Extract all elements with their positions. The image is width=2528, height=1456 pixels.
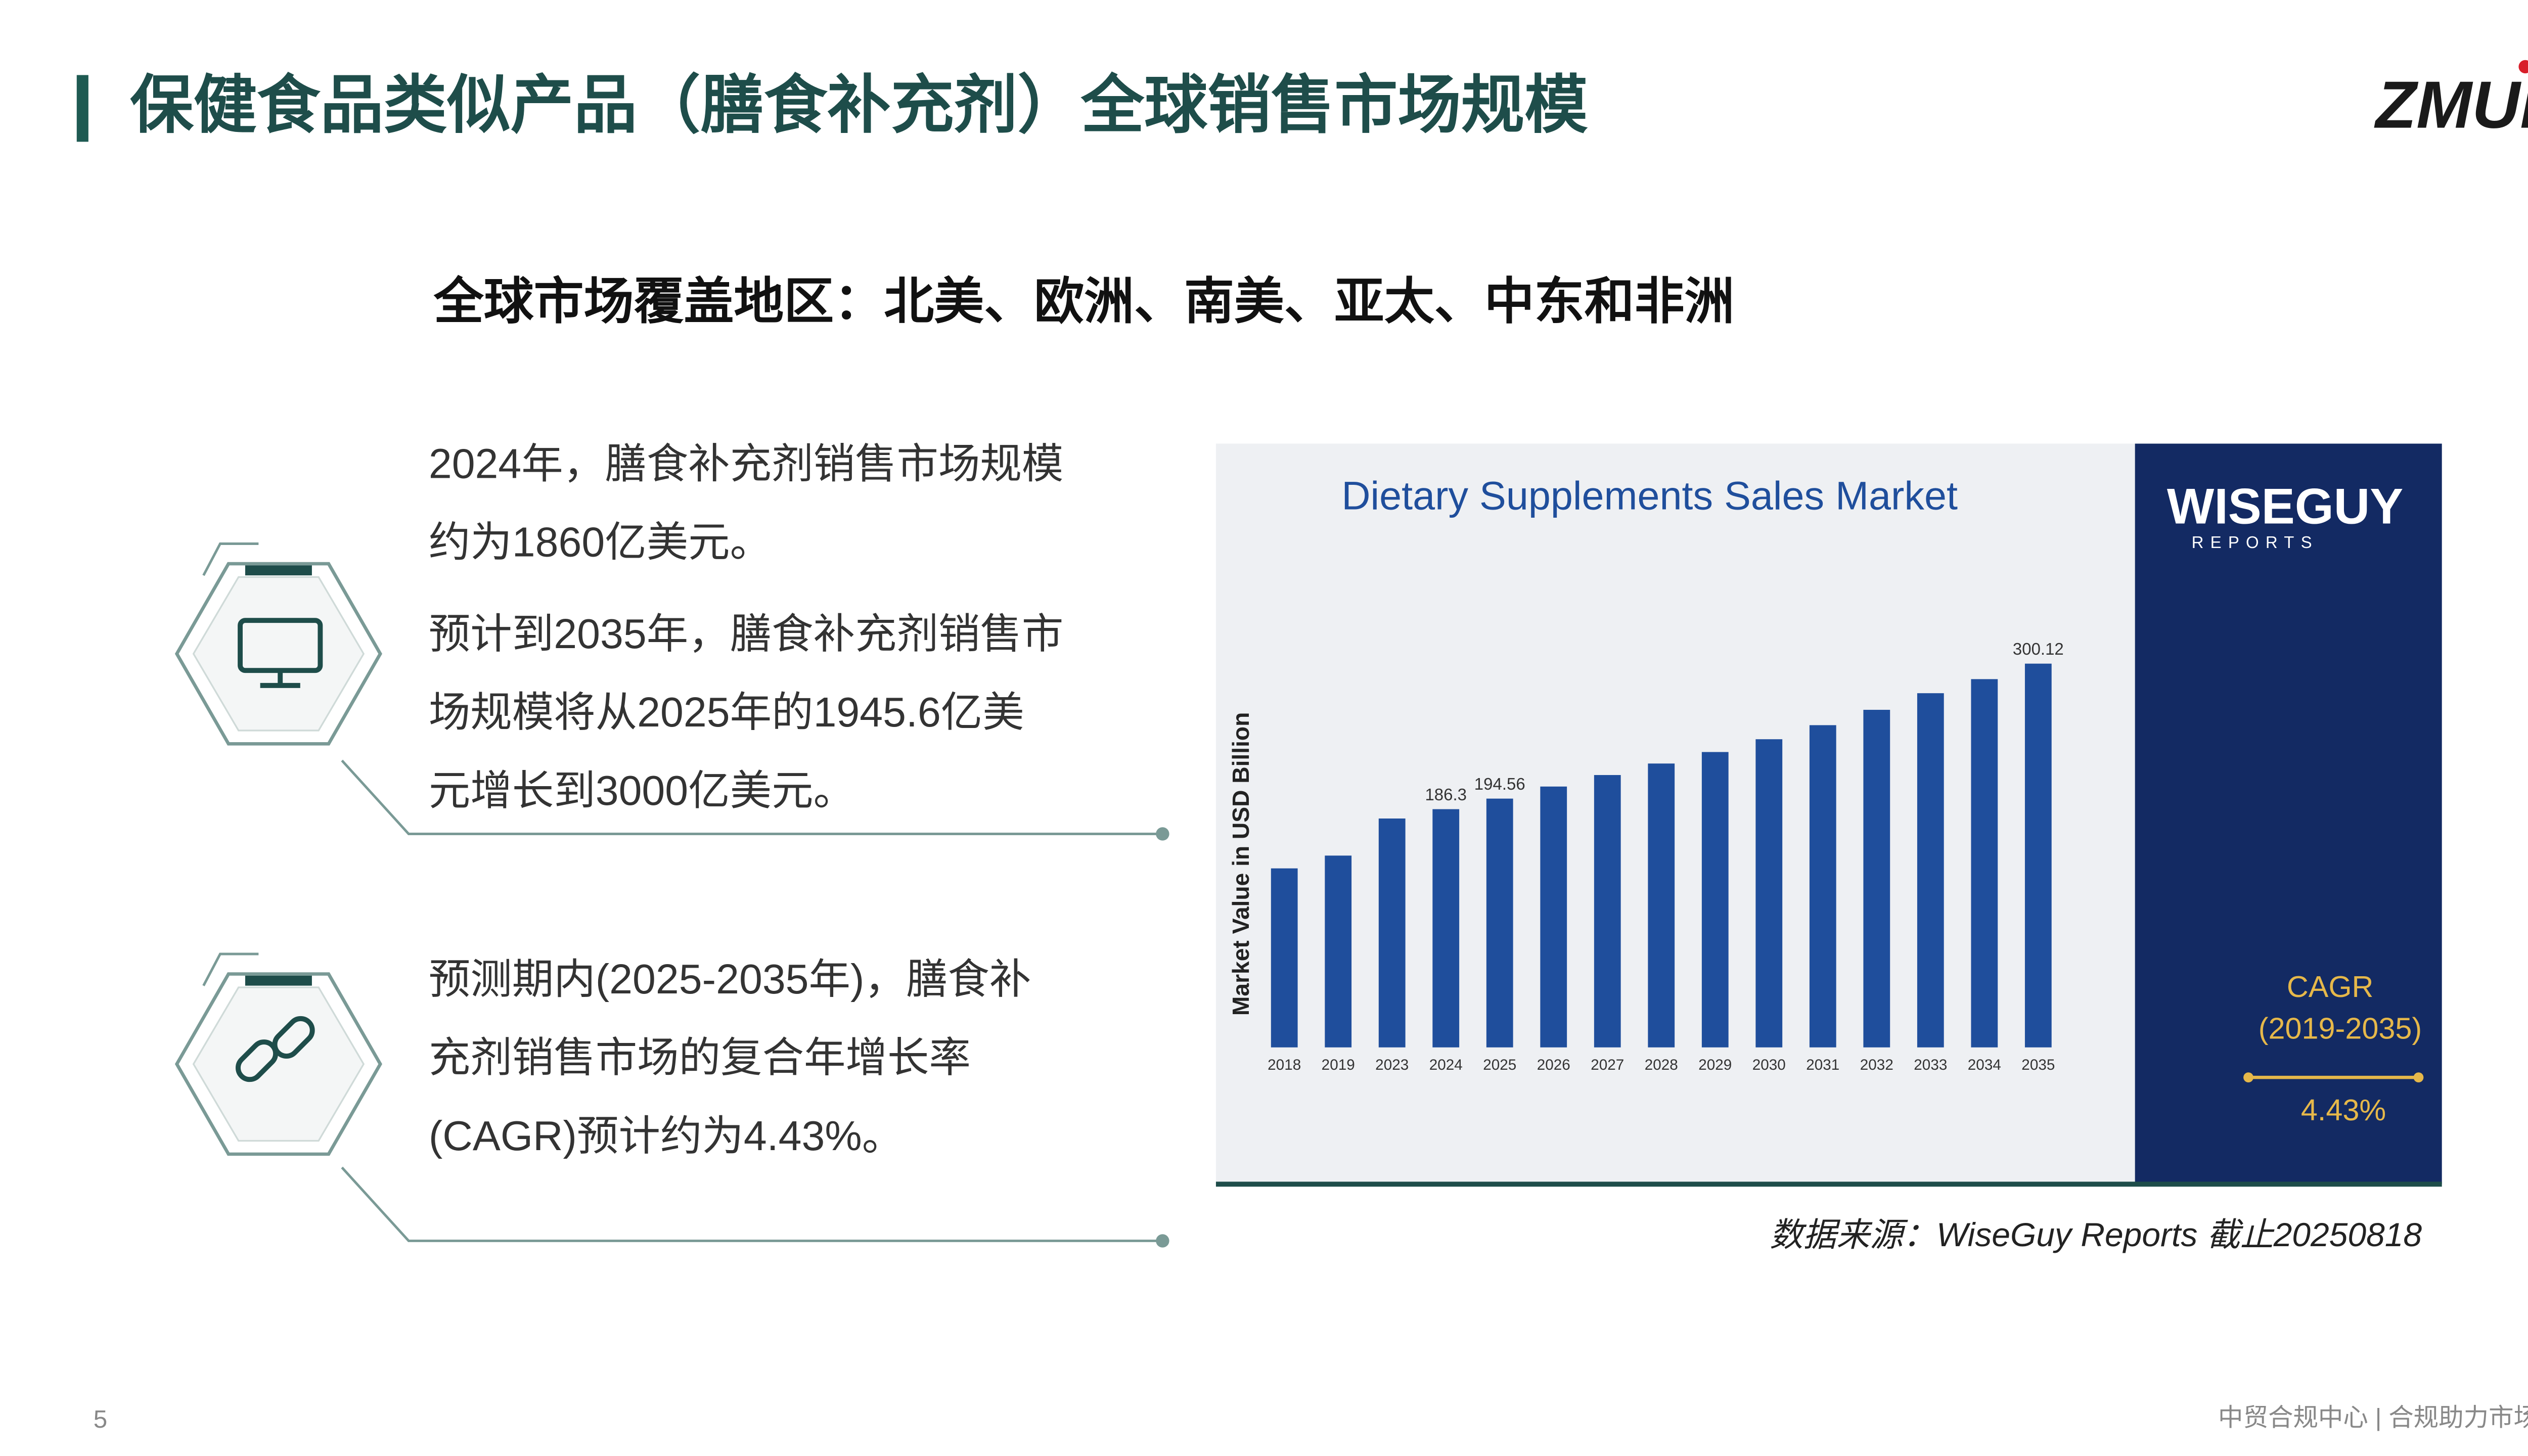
- x-tick-label: 2034: [1968, 1057, 2001, 1073]
- point-line: 场规模将从2025年的1945.6亿美: [429, 689, 1024, 736]
- title-bar: [76, 75, 88, 142]
- cagr-value: 4.43%: [2301, 1093, 2386, 1127]
- point-line: 预计到2035年，膳食补充剂销售市: [429, 611, 1064, 657]
- x-tick-label: 2035: [2021, 1057, 2055, 1073]
- bar: [1540, 786, 1567, 1048]
- value-label: 300.12: [2013, 640, 2064, 658]
- x-tick-label: 2033: [1914, 1057, 1947, 1073]
- x-tick-label: 2023: [1375, 1057, 1409, 1073]
- connector-dot: [1156, 1234, 1169, 1248]
- footer-text: 中贸合规中心 | 合规助力市场: [2218, 1404, 2528, 1432]
- x-tick-label: 2019: [1322, 1057, 1355, 1073]
- brand: WISEGUY: [2167, 478, 2403, 534]
- point-line: 元增长到3000亿美元。: [429, 767, 855, 814]
- x-tick-label: 2024: [1429, 1057, 1463, 1073]
- cagr-label: CAGR: [2287, 970, 2374, 1004]
- x-tick-label: 2027: [1591, 1057, 1624, 1073]
- icon-monitor: [174, 542, 382, 746]
- bar: [1432, 809, 1460, 1048]
- points: 2024年，膳食补充剂销售市场规模约为1860亿美元。预计到2035年，膳食补充…: [429, 440, 1064, 1159]
- logo-dot: [2518, 60, 2528, 74]
- y-axis-label: Market Value in USD Billion: [1228, 712, 1254, 1016]
- bar: [1594, 775, 1621, 1048]
- bar: [1809, 725, 1836, 1048]
- chart-title: Dietary Supplements Sales Market: [1341, 473, 1958, 518]
- connector-line: [341, 759, 1163, 835]
- bar: [1648, 763, 1675, 1048]
- bar: [1971, 679, 1998, 1048]
- value-label: 194.56: [1474, 775, 1525, 793]
- bar: [1917, 693, 1944, 1048]
- x-tick-label: 2026: [1537, 1057, 1570, 1073]
- x-tick-label: 2018: [1268, 1057, 1301, 1073]
- x-tick-label: 2031: [1806, 1057, 1839, 1073]
- connector-dot: [1156, 827, 1169, 841]
- x-tick-label: 2028: [1645, 1057, 1678, 1073]
- cagr-dot: [2243, 1072, 2253, 1083]
- value-label: 186.3: [1425, 785, 1467, 804]
- bar: [1863, 710, 1890, 1048]
- point-line: 充剂销售市场的复合年增长率: [429, 1034, 971, 1081]
- logo: ZMUi: [2374, 68, 2528, 142]
- brand-sub: REPORTS: [2192, 533, 2319, 552]
- title: 保健食品类似产品（膳食补充剂）全球销售市场规模: [130, 70, 1588, 141]
- connector-line: [341, 1166, 1163, 1242]
- x-tick-label: 2030: [1752, 1057, 1786, 1073]
- cagr-dot: [2413, 1072, 2424, 1083]
- point-line: 约为1860亿美元。: [429, 519, 772, 566]
- bar: [1755, 739, 1783, 1048]
- bar: [1271, 868, 1298, 1048]
- point-line: 预测期内(2025-2035年)，膳食补: [429, 956, 1031, 1003]
- bar: [1378, 818, 1406, 1048]
- point-line: (CAGR)预计约为4.43%。: [429, 1113, 904, 1159]
- x-tick-label: 2032: [1860, 1057, 1893, 1073]
- bar: [1325, 855, 1352, 1048]
- x-tick-label: 2029: [1698, 1057, 1732, 1073]
- bar: [1701, 752, 1729, 1048]
- bars: 2018 2019 2023 2024 186.3 2025 194.56 2026 2027 2…: [1268, 640, 2064, 1073]
- page-number: 5: [94, 1405, 108, 1433]
- cagr-period: (2019-2035): [2259, 1011, 2422, 1045]
- bar: [2024, 663, 2052, 1048]
- icon-link: [174, 952, 382, 1156]
- bar: [1486, 798, 1513, 1048]
- source: 数据来源：WiseGuy Reports 截止20250818: [1770, 1216, 2422, 1253]
- x-tick-label: 2025: [1483, 1057, 1516, 1073]
- subtitle: 全球市场覆盖地区：北美、欧洲、南美、亚太、中东和非洲: [433, 273, 1735, 329]
- brand-panel: [2135, 443, 2442, 1185]
- point-line: 2024年，膳食补充剂销售市场规模: [429, 440, 1064, 487]
